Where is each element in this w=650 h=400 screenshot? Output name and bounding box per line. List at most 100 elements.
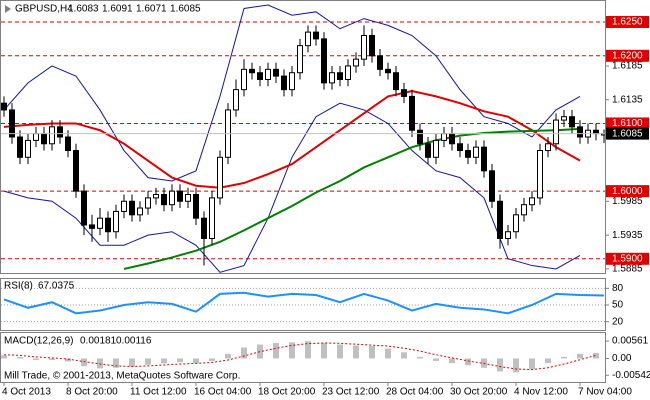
candle-body bbox=[57, 126, 63, 138]
macd-bar bbox=[65, 358, 71, 362]
candle-body bbox=[337, 72, 343, 80]
header-open: 1.6083 bbox=[68, 4, 99, 15]
candle-body bbox=[257, 72, 263, 80]
macd-bar bbox=[577, 353, 583, 359]
candle-body bbox=[481, 146, 487, 172]
y-tick-label: 1.6135 bbox=[612, 94, 643, 105]
y-tick-label: 1.5935 bbox=[612, 230, 643, 241]
macd-bar bbox=[513, 358, 519, 373]
header-close: 1.6085 bbox=[170, 4, 201, 15]
candle-body bbox=[169, 190, 175, 206]
macd-bar bbox=[241, 347, 247, 359]
candle-body bbox=[545, 143, 551, 152]
level-label-box bbox=[606, 15, 649, 28]
candle-body bbox=[513, 214, 519, 233]
last-price-box bbox=[606, 127, 649, 140]
indicator-line bbox=[123, 127, 581, 270]
candle-body bbox=[249, 68, 255, 74]
candle-body bbox=[353, 58, 359, 67]
rsi-name: RSI(8) bbox=[4, 281, 33, 292]
y-tick-label: 50 bbox=[612, 300, 624, 311]
y-tick-label: -0.00542 bbox=[612, 370, 650, 381]
candle-body bbox=[345, 65, 351, 80]
candle-body bbox=[49, 126, 55, 145]
candle-body bbox=[113, 210, 119, 233]
macd-name: MACD(12,26,9) bbox=[4, 336, 73, 347]
candle-body bbox=[569, 116, 575, 128]
panel-plot bbox=[1, 4, 605, 273]
y-tick-label: 80 bbox=[612, 283, 624, 294]
macd-bar bbox=[1, 355, 7, 359]
candle-body bbox=[209, 197, 215, 239]
candle-body bbox=[393, 72, 399, 91]
macd-panel bbox=[0, 332, 606, 383]
level-label: 1.6200 bbox=[612, 50, 643, 61]
macd-bar bbox=[273, 342, 279, 359]
candle-body bbox=[473, 146, 479, 158]
macd-bar bbox=[593, 352, 599, 359]
header-low: 1.6071 bbox=[136, 4, 167, 15]
x-tick-label: 4 Oct 2013 bbox=[2, 387, 51, 398]
x-tick-label: 11 Oct 12:00 bbox=[130, 387, 187, 398]
candle-body bbox=[321, 38, 327, 84]
level-label-box bbox=[606, 252, 649, 265]
macd-bar bbox=[401, 352, 407, 359]
candle-body bbox=[361, 35, 367, 60]
candle-body bbox=[217, 156, 223, 199]
candle-body bbox=[89, 224, 95, 229]
level-label: 1.6250 bbox=[612, 17, 643, 28]
macd-bar bbox=[129, 358, 135, 367]
candle-body bbox=[177, 190, 183, 202]
level-label: 1.6100 bbox=[612, 118, 643, 129]
macd-bar bbox=[289, 342, 295, 359]
macd-bar bbox=[81, 358, 87, 367]
candle-body bbox=[81, 190, 87, 226]
macd-bar bbox=[145, 358, 151, 365]
candle-body bbox=[41, 133, 47, 145]
candle-body bbox=[193, 194, 199, 219]
candle-body bbox=[409, 95, 415, 131]
candle-body bbox=[489, 170, 495, 202]
candle-body bbox=[577, 126, 583, 138]
candle-body bbox=[153, 194, 159, 199]
x-tick-label: 7 Nov 04:00 bbox=[578, 387, 632, 398]
candle-body bbox=[33, 133, 39, 141]
macd-bar bbox=[161, 358, 167, 364]
candle-body bbox=[305, 31, 311, 47]
candle-body bbox=[97, 217, 103, 229]
macd-bar bbox=[33, 358, 39, 361]
candle-body bbox=[441, 133, 447, 141]
symbol-icon bbox=[5, 5, 11, 13]
candle-body bbox=[121, 200, 127, 212]
macd-bar bbox=[417, 356, 423, 359]
macd-bar bbox=[465, 358, 471, 366]
macd-bar bbox=[209, 358, 215, 361]
y-tick-label: 1.6185 bbox=[612, 61, 643, 72]
x-tick-label: 4 Nov 12:00 bbox=[514, 387, 568, 398]
candle-body bbox=[1, 102, 7, 111]
candle-body bbox=[129, 200, 135, 216]
candle-body bbox=[537, 150, 543, 199]
macd-bar bbox=[529, 358, 535, 370]
last-price-label: 1.6085 bbox=[612, 128, 643, 139]
candle-body bbox=[313, 31, 319, 40]
chart-symbol: GBPUSD,H4 bbox=[15, 4, 73, 15]
x-tick-label: 23 Oct 12:00 bbox=[322, 387, 380, 398]
plot-layer: 1.6185 1.6135 1.5985 1.5935 1.5885 80 50 20 0.00… bbox=[1, 4, 650, 398]
macd-bar bbox=[353, 345, 359, 359]
macd-bar bbox=[449, 358, 455, 364]
header-high: 1.6091 bbox=[102, 4, 133, 15]
candle-body bbox=[105, 217, 111, 233]
candle-body bbox=[145, 197, 151, 209]
candle-body bbox=[137, 207, 143, 216]
candle-body bbox=[289, 72, 295, 91]
candle-body bbox=[17, 136, 23, 158]
candle-body bbox=[449, 133, 455, 145]
macd-bar bbox=[193, 358, 199, 364]
panel-plot bbox=[1, 341, 599, 373]
main-panel bbox=[0, 0, 606, 274]
candle-body bbox=[241, 68, 247, 91]
macd-bar bbox=[225, 353, 231, 359]
y-tick-label: 0.00 bbox=[612, 353, 632, 364]
